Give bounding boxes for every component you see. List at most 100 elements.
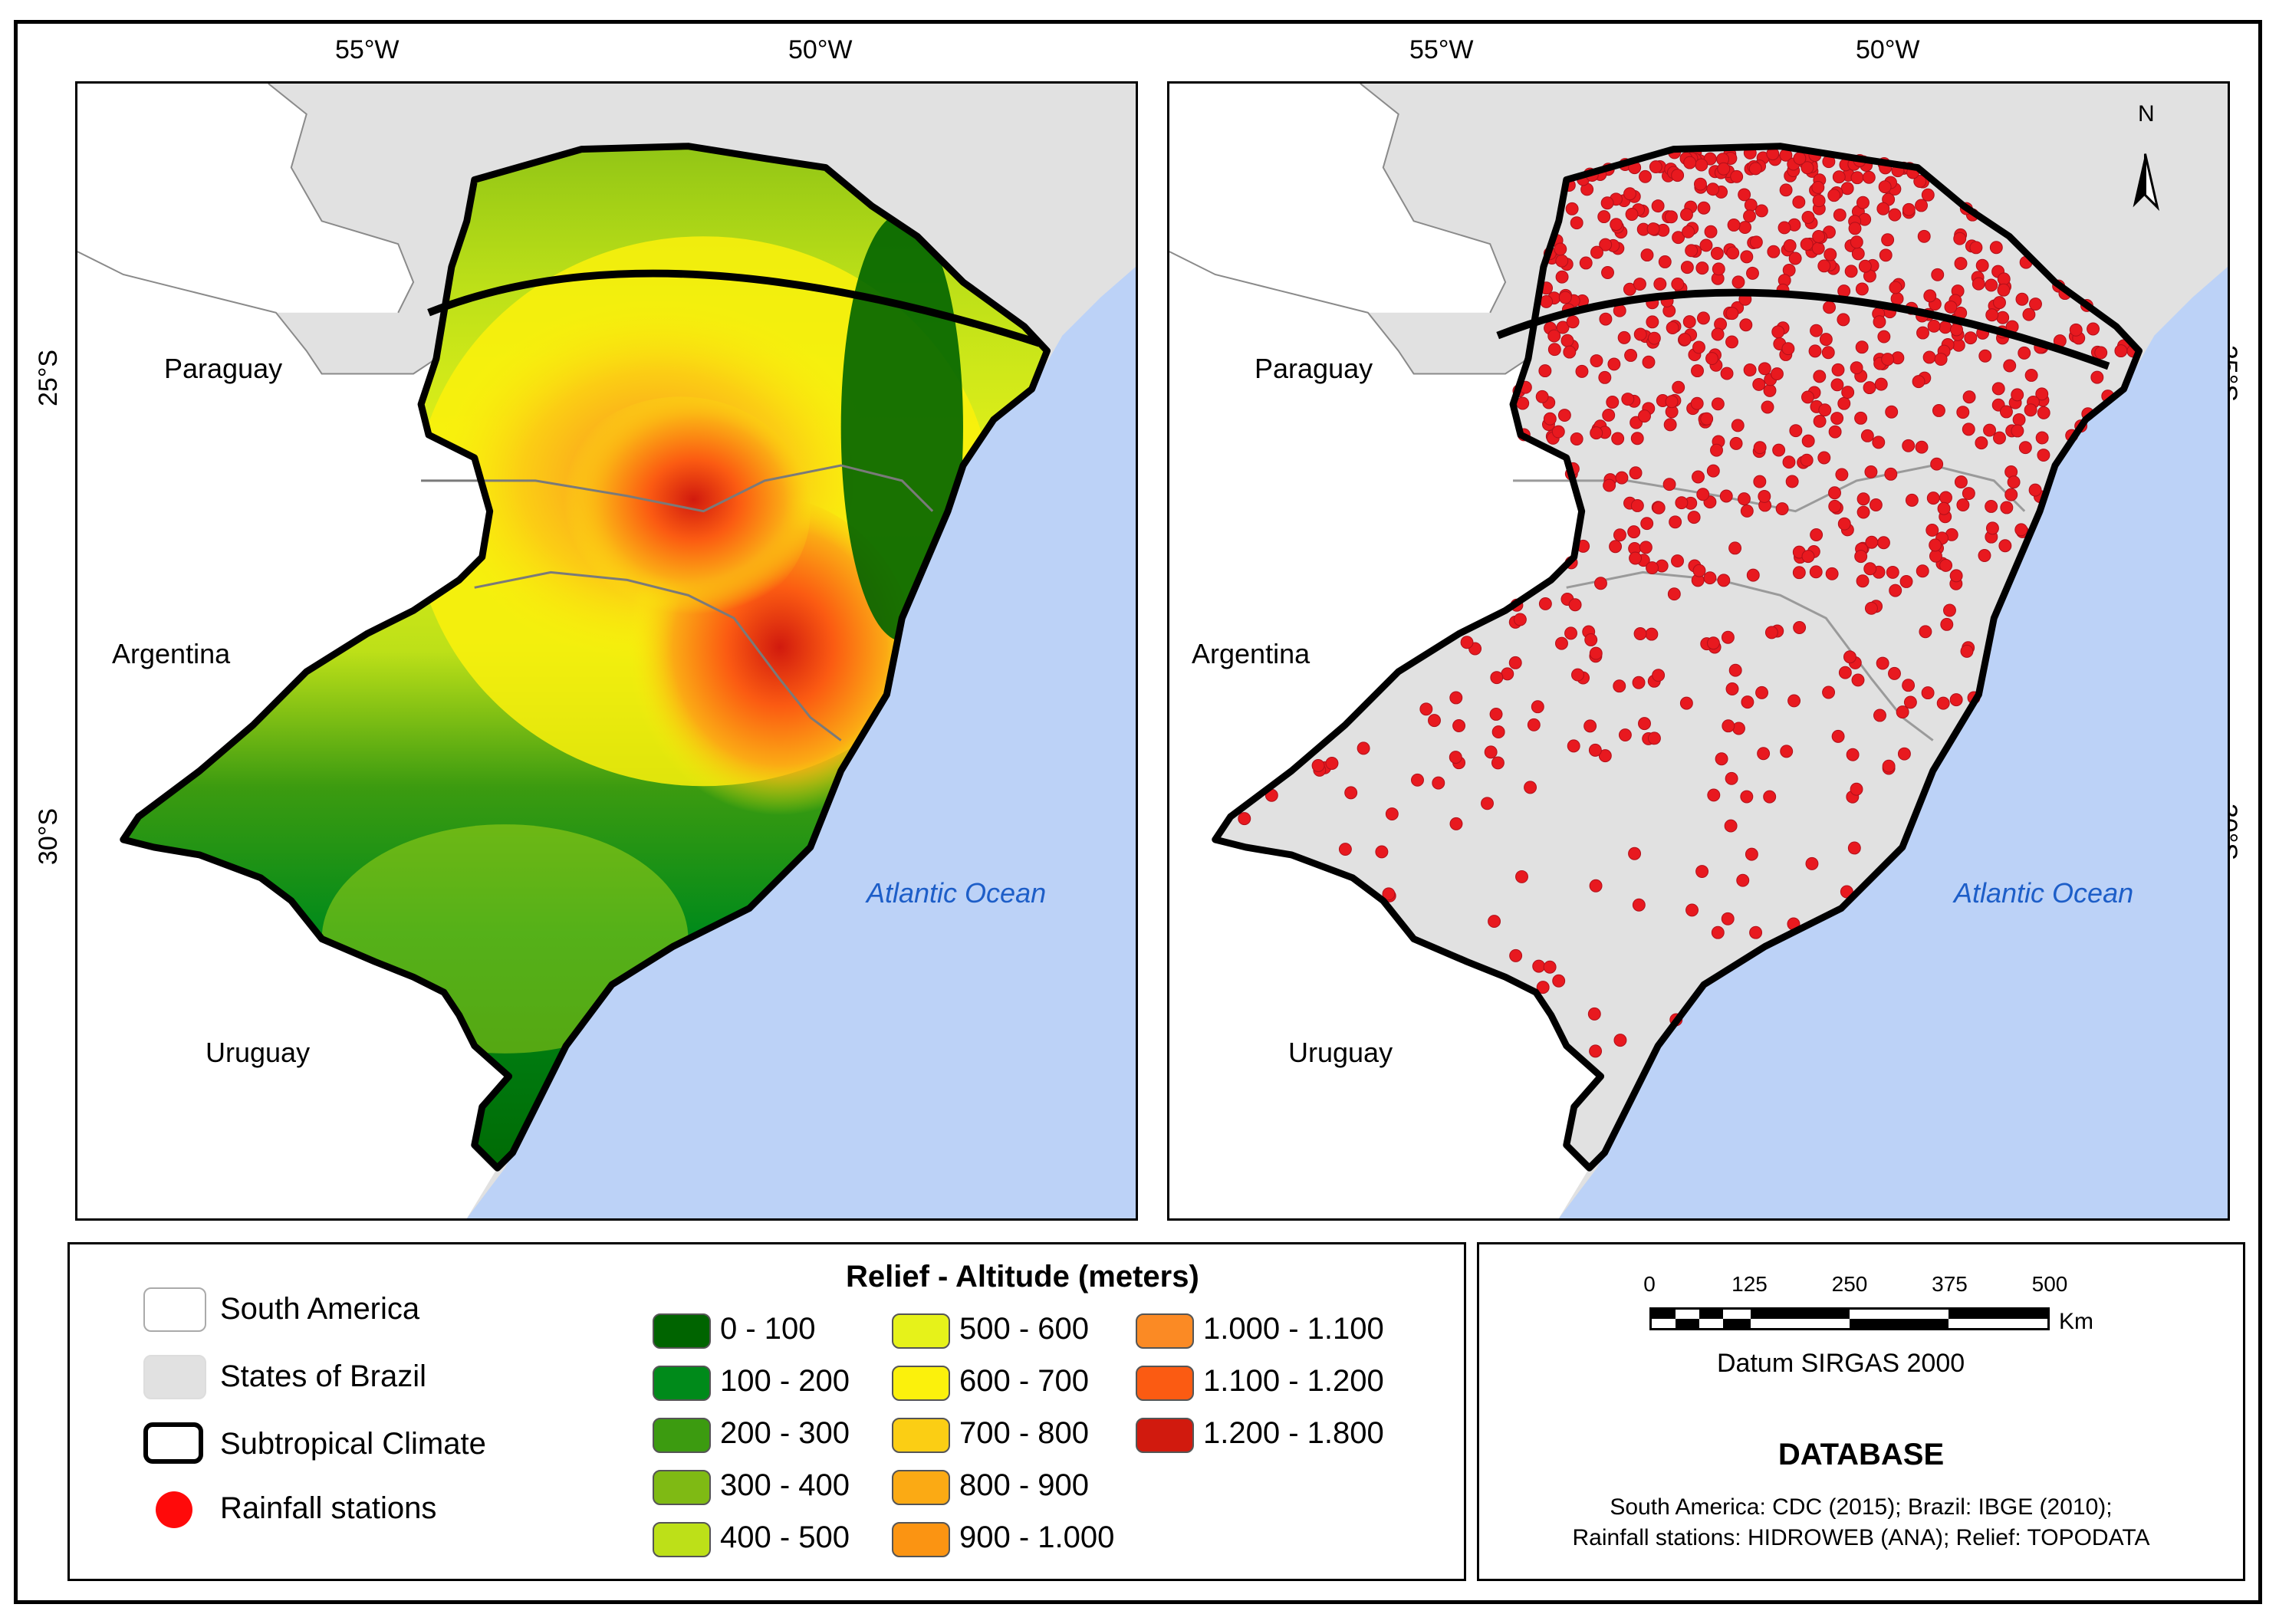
- rainfall-station-dot: [1601, 266, 1614, 279]
- rainfall-station-dot: [1694, 177, 1707, 191]
- rainfall-station-dot: [1490, 671, 1504, 685]
- rainfall-station-dot: [1787, 694, 1801, 708]
- rainfall-station-dot: [1609, 540, 1623, 554]
- rainfall-station-dot: [1975, 258, 1989, 272]
- rainfall-station-dot: [1623, 187, 1636, 201]
- left-label-ocean: Atlantic Ocean: [867, 877, 1047, 909]
- rainfall-station-dot: [1801, 211, 1815, 224]
- rainfall-station-dot: [1819, 333, 1833, 347]
- rainfall-station-dot: [1989, 241, 2003, 255]
- rainfall-station-dot: [1780, 745, 1794, 758]
- rainfall-station-dot: [1663, 418, 1677, 432]
- rainfall-station-dot: [1835, 468, 1849, 482]
- rainfall-station-dot: [1538, 364, 1552, 378]
- rainfall-station-dot: [1725, 307, 1739, 321]
- rainfall-station-dot: [1617, 330, 1631, 344]
- rainfall-station-dot: [1897, 747, 1911, 761]
- rainfall-station-dot: [1763, 790, 1777, 804]
- rainfall-station-dot: [1685, 903, 1699, 917]
- rainfall-station-dot: [1666, 321, 1679, 334]
- rainfall-station-dot: [1344, 786, 1358, 800]
- rainfall-station-dot: [1812, 194, 1826, 208]
- rainfall-station-dot: [1628, 847, 1642, 860]
- rainfall-station-dot: [1590, 426, 1603, 440]
- right-lon-55-label: 55°W: [1409, 35, 1474, 64]
- relief-swatch-6: [892, 1366, 950, 1401]
- relief-swatch-11: [1136, 1366, 1194, 1401]
- rainfall-station-dot: [1563, 345, 1577, 359]
- rainfall-station-dot: [1375, 845, 1389, 859]
- legend-states-label: States of Brazil: [220, 1359, 427, 1393]
- rainfall-station-dot: [1547, 329, 1561, 343]
- rainfall-station-dot: [1531, 700, 1544, 714]
- rainfall-station-dot: [1721, 630, 1735, 644]
- right-lon-50-label: 50°W: [1856, 35, 1920, 64]
- rainfall-station-dot: [1761, 400, 1774, 414]
- rainfall-station-dot: [1515, 870, 1528, 883]
- rainfall-station-dot: [1719, 489, 1733, 503]
- rainfall-station-dot: [1679, 696, 1693, 710]
- rainfall-station-dot: [1382, 887, 1396, 901]
- rainfall-station-dot: [1671, 554, 1684, 568]
- relief-label-0: 0 - 100: [720, 1312, 816, 1346]
- rainfall-station-dot: [1972, 277, 1985, 291]
- scale-segment: [1652, 1319, 1676, 1328]
- rainfall-station-dot: [1613, 528, 1626, 542]
- rainfall-station-dot: [1535, 390, 1549, 403]
- rainfall-station-dot: [1575, 364, 1589, 378]
- rainfall-station-dot: [1956, 498, 1970, 511]
- rainfall-station-dot: [1843, 650, 1856, 664]
- stations-map-canvas: [1169, 84, 2228, 1218]
- rainfall-station-dot: [1939, 558, 1953, 572]
- rainfall-station-dot: [1969, 241, 1983, 255]
- relief-label-10: 1.000 - 1.100: [1203, 1312, 1384, 1346]
- rainfall-station-dot: [2029, 298, 2042, 311]
- figure-frame: [14, 20, 2262, 1604]
- rainfall-station-dot: [1763, 383, 1777, 397]
- rainfall-station-dot: [1939, 491, 1952, 505]
- rainfall-station-dot: [1646, 561, 1659, 575]
- rainfall-station-dot: [1640, 517, 1654, 531]
- legend-panel: South America States of Brazil Subtropic…: [67, 1242, 1466, 1581]
- rainfall-station-dot: [1705, 352, 1718, 366]
- state-border-pr-sc: [421, 464, 934, 513]
- rainfall-station-dot: [1667, 587, 1681, 601]
- rainfall-station-dot: [1683, 156, 1697, 169]
- rainfall-station-dot: [1538, 597, 1552, 610]
- rainfall-station-dot: [1690, 396, 1704, 410]
- rainfall-station-dot: [1738, 221, 1751, 235]
- rainfall-station-dot: [1704, 225, 1718, 238]
- relief-label-11: 1.100 - 1.200: [1203, 1364, 1384, 1398]
- rainfall-station-dot: [1873, 315, 1886, 329]
- right-label-ocean: Atlantic Ocean: [1954, 877, 2134, 909]
- rainfall-station-dot: [1881, 233, 1895, 247]
- rainfall-station-dot: [1851, 673, 1865, 687]
- rainfall-station-dot: [1489, 707, 1503, 721]
- rainfall-station-dot: [1638, 409, 1651, 423]
- rainfall-station-dot: [1712, 262, 1725, 276]
- rainfall-station-dot: [1488, 915, 1501, 929]
- rainfall-station-dot: [1767, 245, 1781, 258]
- right-label-uruguay: Uruguay: [1288, 1037, 1393, 1068]
- rainfall-station-dot: [1864, 601, 1878, 615]
- rainfall-station-dot: [1590, 245, 1603, 259]
- rainfall-station-dot: [1715, 752, 1728, 766]
- rainfall-station-dot: [1991, 382, 2005, 396]
- rainfall-station-dot: [1711, 327, 1725, 341]
- rainfall-station-dot: [1599, 312, 1613, 326]
- rainfall-station-dot: [2018, 441, 2032, 455]
- relief-label-5: 500 - 600: [959, 1312, 1090, 1346]
- rainfall-station-dot: [1618, 728, 1632, 742]
- rainfall-station-dot: [1854, 550, 1868, 564]
- rainfall-station-dot: [1949, 569, 1963, 583]
- scale-segment: [1948, 1319, 2047, 1328]
- rainfall-station-dot: [1338, 843, 1352, 856]
- rainfall-station-dot: [1491, 756, 1505, 770]
- north-arrow-left-half: [2133, 153, 2146, 208]
- rainfall-station-dot: [1818, 403, 1832, 417]
- rainfall-station-dot: [2090, 370, 2104, 384]
- rainfall-station-dot: [1711, 925, 1725, 939]
- rainfall-station-dot: [1741, 695, 1754, 709]
- rainfall-station-dot: [1633, 627, 1647, 640]
- rainfall-station-dot: [1902, 202, 1916, 216]
